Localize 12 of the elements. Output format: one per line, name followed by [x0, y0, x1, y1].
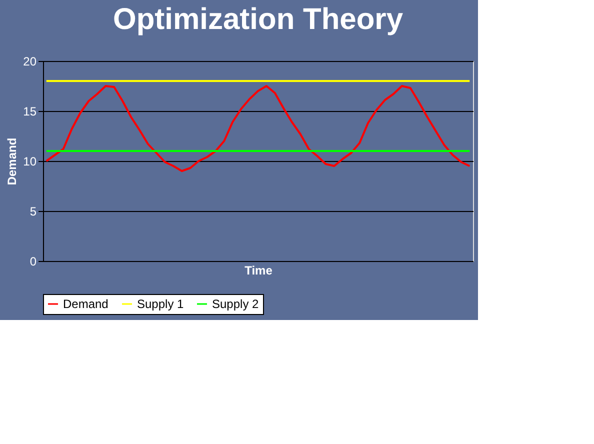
- y-tick-label: 10: [23, 154, 37, 168]
- legend-label: Demand: [63, 297, 108, 311]
- y-tick-label: 15: [23, 104, 37, 118]
- y-tick-label: 20: [23, 54, 37, 68]
- y-axis-title: Demand: [5, 138, 20, 186]
- line-series: [45, 85, 471, 172]
- legend-label: Supply 2: [212, 297, 260, 311]
- chart-title: Optimization Theory: [112, 3, 404, 36]
- x-axis-title: Time: [244, 264, 273, 278]
- legend-label: Supply 1: [137, 297, 184, 311]
- y-tick-label: 0: [30, 254, 37, 268]
- y-tick-label: 5: [30, 204, 37, 218]
